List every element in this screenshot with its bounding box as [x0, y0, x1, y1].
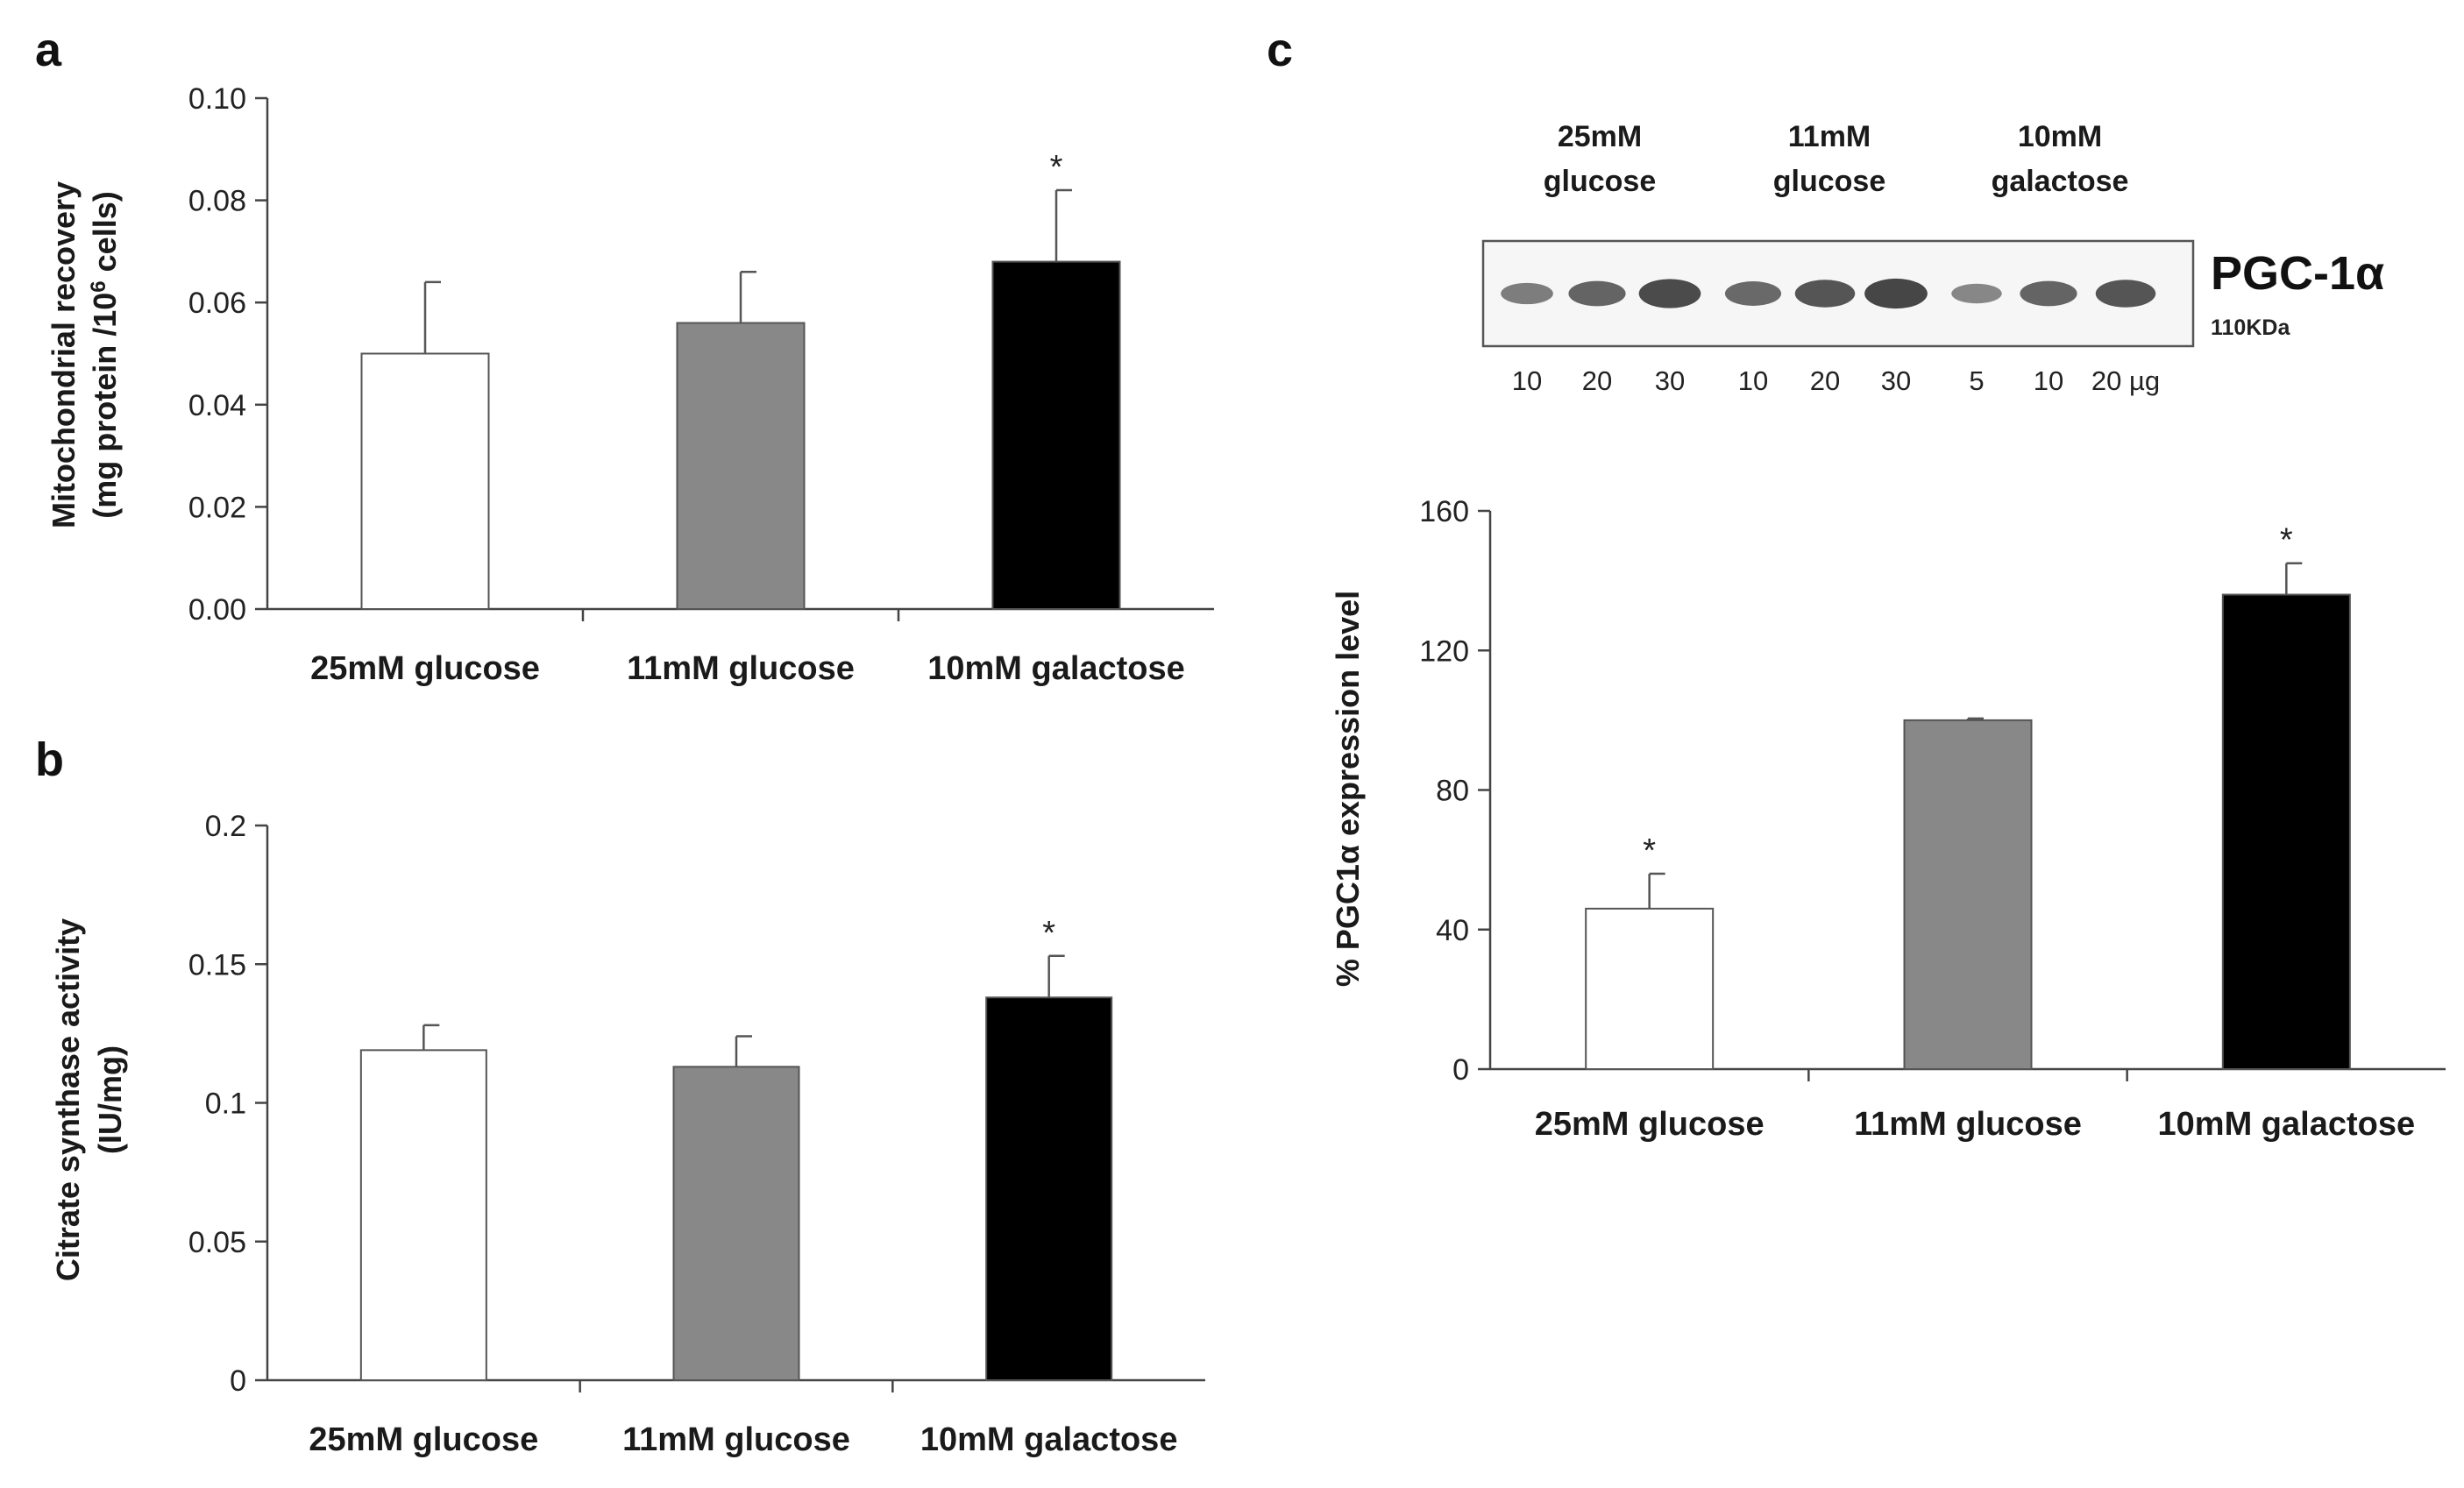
y-axis-label-b-line2: (IU/mg) [92, 1045, 128, 1154]
y-axis-label-b-line1: Citrate synthase activity [50, 918, 86, 1281]
blot-lane-label-7: 5 [1969, 365, 1984, 396]
y-tick-label-b: 0.15 [188, 948, 246, 981]
chart-panel-b: Citrate synthase activity (IU/mg) 0 0.05 0… [50, 810, 1205, 1458]
category-label-c-1: 25mM glucose [1535, 1106, 1765, 1143]
y-tick-label-a: 0.08 [188, 185, 246, 218]
blot-band-1 [1501, 282, 1553, 305]
y-tick-label-c: 160 [1419, 495, 1469, 528]
y-tick-label-c: 120 [1419, 634, 1469, 668]
blot-lane-label-9: 20 µg [2091, 365, 2160, 396]
y-tick-label-b: 0.1 [205, 1088, 246, 1121]
y-axis-label-a-line2: (mg protein /106 cells) [87, 191, 123, 518]
blot-group-header-3-line1: 10mM [2018, 120, 2102, 153]
y-tick-label-c: 0 [1452, 1053, 1469, 1087]
chart-panel-c: % PGC1α expression level 0 40 80 120 160 * 25m… [1330, 495, 2446, 1143]
y-axis-label-c: % PGC1α expression level [1330, 591, 1366, 987]
blot-band-5 [1794, 280, 1856, 308]
y-tick-label-c: 40 [1436, 914, 1469, 947]
y-tick-label-a: 0.02 [188, 491, 246, 524]
blot-lane-label-6: 30 [1881, 365, 1911, 396]
blot-lane-label-4: 10 [1738, 365, 1768, 396]
panel-label-b: b [35, 733, 64, 786]
blot-band-2 [1568, 280, 1626, 307]
blot-band-7 [1951, 283, 2002, 304]
blot-lane-labels: 10 20 30 10 20 30 5 10 20 µg [1512, 365, 2160, 396]
bar-c-1 [1585, 907, 1715, 1071]
y-tick-label-c: 80 [1436, 775, 1469, 808]
bar-a-3 [991, 260, 1121, 610]
blot-protein-label: PGC-1α [2211, 247, 2384, 300]
blot-band-3 [1638, 279, 1701, 308]
blot-group-header-1-line1: 25mM [1558, 120, 1642, 153]
blot-band-9 [2095, 280, 2156, 308]
blot-lane-label-2: 20 [1582, 365, 1612, 396]
category-label-c-3: 10mM galactose [2158, 1106, 2416, 1143]
significance-marker-a-3: * [1050, 149, 1063, 186]
bar-a-1 [360, 352, 490, 610]
panel-label-c: c [1267, 24, 1293, 76]
category-label-b-2: 11mM glucose [622, 1421, 850, 1458]
blot-group-header-2-line1: 11mM [1788, 120, 1871, 153]
y-tick-label-a: 0.10 [188, 82, 246, 116]
category-label-c-2: 11mM glucose [1854, 1106, 2082, 1143]
blot-group-header-3-line2: galactose [1992, 165, 2129, 198]
significance-marker-c-3: * [2280, 522, 2293, 559]
y-tick-label-b: 0 [230, 1364, 246, 1398]
y-axis-label-a-line1: Mitochondrial recovery [46, 181, 82, 528]
blot-lane-label-3: 30 [1655, 365, 1685, 396]
significance-marker-c-1: * [1643, 833, 1656, 869]
category-label-b-1: 25mM glucose [309, 1421, 538, 1458]
category-label-a-1: 25mM glucose [310, 650, 540, 687]
significance-marker-b-3: * [1042, 915, 1055, 952]
blot-lane-label-8: 10 [2034, 365, 2063, 396]
blot-bands [1501, 278, 2156, 309]
bar-b-3 [985, 996, 1113, 1381]
category-label-a-3: 10mM galactose [927, 650, 1185, 687]
western-blot: 25mM glucose 11mM glucose 10mM galactose 10 20… [1481, 120, 2384, 396]
panel-label-a: a [35, 24, 62, 76]
category-label-b-3: 10mM galactose [920, 1421, 1178, 1458]
blot-band-8 [2020, 280, 2077, 307]
blot-band-4 [1724, 281, 1782, 306]
blot-size-label: 110KDa [2211, 315, 2290, 340]
blot-group-header-1-line2: glucose [1544, 165, 1656, 198]
blot-band-6 [1864, 278, 1928, 309]
y-tick-label-b: 0.05 [188, 1226, 246, 1259]
bar-a-2 [676, 322, 806, 610]
blot-lane-label-1: 10 [1512, 365, 1542, 396]
bar-b-1 [359, 1049, 487, 1381]
bar-b-2 [672, 1066, 800, 1381]
category-label-a-2: 11mM glucose [627, 650, 855, 687]
blot-lane-label-5: 20 [1810, 365, 1840, 396]
y-tick-label-b: 0.2 [205, 810, 246, 843]
y-tick-label-a: 0.04 [188, 389, 246, 422]
chart-panel-a: Mitochondrial recovery (mg protein /106 … [46, 82, 1214, 687]
y-tick-label-a: 0.06 [188, 287, 246, 320]
y-tick-label-a: 0.00 [188, 593, 246, 627]
bar-c-2 [1903, 719, 2033, 1070]
blot-group-header-2-line2: glucose [1773, 165, 1885, 198]
bar-c-3 [2221, 593, 2351, 1070]
blot-group-headers: 25mM glucose 11mM glucose 10mM galactose [1544, 120, 2129, 198]
